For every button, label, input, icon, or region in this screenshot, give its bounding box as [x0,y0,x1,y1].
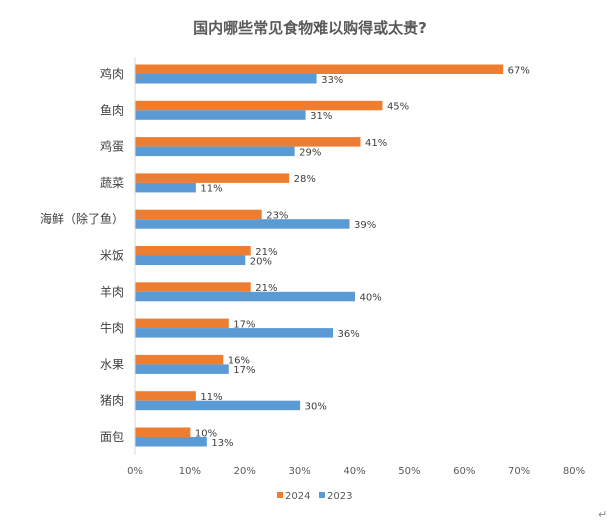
chart-title: 国内哪些常见食物难以购得或太贵? [193,19,427,37]
bar-2023 [135,182,196,193]
data-label-2024: 21% [255,247,277,258]
category-label: 海鲜（除了鱼） [40,211,124,226]
category-label: 牛肉 [100,320,124,335]
data-label-2024: 28% [294,174,316,185]
x-tick-label: 20% [234,466,256,477]
data-label-2023: 11% [200,184,222,195]
data-label-2023: 31% [310,111,332,122]
category-label: 面包 [100,430,124,444]
bar-2023 [135,400,301,411]
x-tick-label: 50% [398,466,420,477]
bar-2024 [135,391,196,401]
data-label-2024: 17% [233,319,255,330]
x-tick-label: 70% [508,466,530,477]
data-label-2023: 39% [354,220,376,231]
bar-2024 [135,354,224,365]
legend-swatch-2024 [277,492,283,498]
x-tick-label: 30% [289,466,311,477]
bar-2024 [135,318,229,329]
data-label-2024: 21% [255,283,277,294]
legend-label-2024: 2024 [285,491,310,502]
bar-2024 [135,282,251,292]
category-label: 米饭 [100,249,124,263]
category-label: 猪肉 [100,394,124,408]
category-label: 鸡蛋 [100,139,124,154]
x-tick-label: 60% [453,466,475,477]
data-label-2024: 41% [365,138,387,149]
bar-2023 [135,146,295,157]
paragraph-mark: ↵ [598,508,607,521]
data-label-2023: 20% [250,256,272,267]
category-label: 鸡肉 [100,66,124,81]
x-tick-label: 40% [343,466,365,477]
data-label-2023: 36% [338,329,360,340]
bar-2023 [135,110,306,120]
category-label: 蔬菜 [100,176,124,190]
bar-2023 [135,437,207,447]
data-label-2023: 40% [360,293,382,304]
data-label-2023: 33% [321,75,343,86]
category-label: 水果 [100,357,124,371]
data-label-2024: 67% [508,65,530,76]
bar-2024 [135,137,361,147]
data-label-2023: 29% [299,147,321,158]
bar-2023 [135,328,334,338]
bar-2024 [135,100,383,111]
data-label-2024: 10% [195,428,217,439]
bar-2023 [135,219,350,229]
category-label: 鱼肉 [100,103,124,117]
x-tick-label: 80% [563,466,585,477]
data-label-2024: 45% [387,102,409,113]
bar-2023 [135,364,229,374]
bar-2023 [135,74,317,84]
category-label: 羊肉 [100,284,124,299]
bar-2024 [135,173,290,183]
data-label-2023: 30% [305,401,327,412]
data-label-2023: 13% [211,438,233,449]
legend-label-2023: 2023 [327,491,352,502]
data-label-2024: 23% [266,210,288,221]
legend-swatch-2023 [319,492,325,498]
x-tick-label: 0% [127,466,143,477]
bar-2024 [135,427,191,437]
bar-2024 [135,209,262,220]
bar-2023 [135,255,246,265]
data-label-2024: 16% [228,356,250,367]
bar-2023 [135,291,355,302]
bar-2024 [135,246,251,256]
data-label-2023: 17% [233,365,255,376]
data-label-2024: 11% [200,392,222,403]
bar-2024 [135,64,504,74]
x-tick-label: 10% [179,466,201,477]
